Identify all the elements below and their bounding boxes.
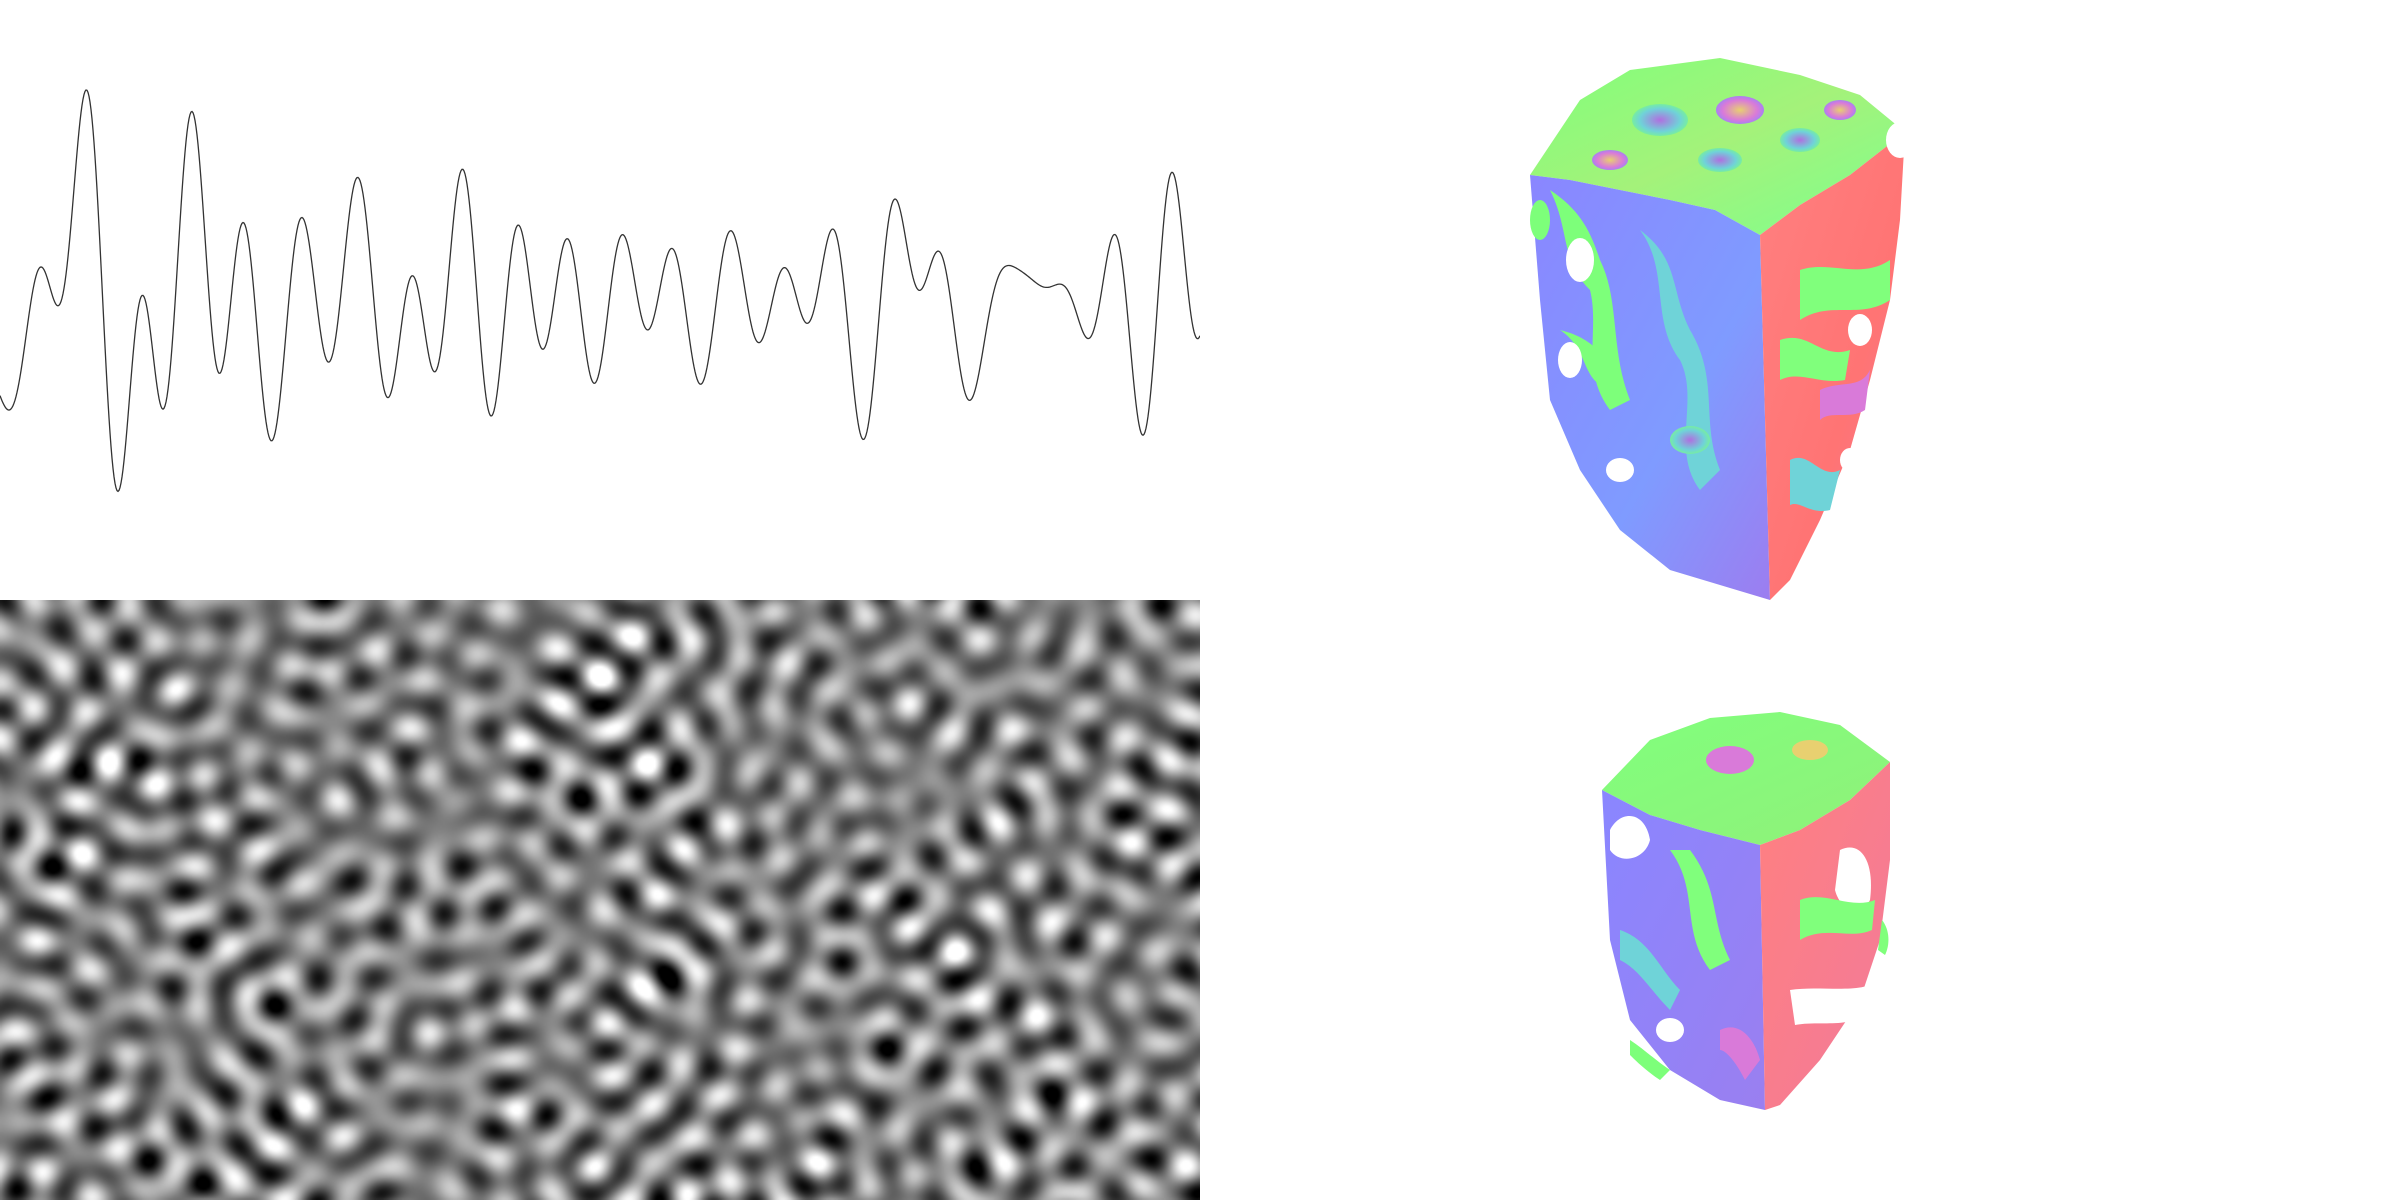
cube-small-right-face — [1760, 762, 1890, 1110]
cube-large-cavities — [1530, 96, 1914, 512]
cube-large-panel — [1200, 0, 2400, 600]
noise-cube-small — [1602, 712, 1890, 1110]
cube-small-cavities — [1610, 740, 1889, 1080]
cube-small-panel — [1200, 600, 2400, 1200]
noise-cube-large — [1530, 58, 1914, 600]
noise-texture-image — [0, 600, 1200, 1200]
noise-waveform-plot — [0, 89, 1200, 493]
waveform-panel — [0, 0, 1200, 600]
waveform-line — [0, 89, 1200, 493]
noise-texture-panel — [0, 600, 1200, 1200]
